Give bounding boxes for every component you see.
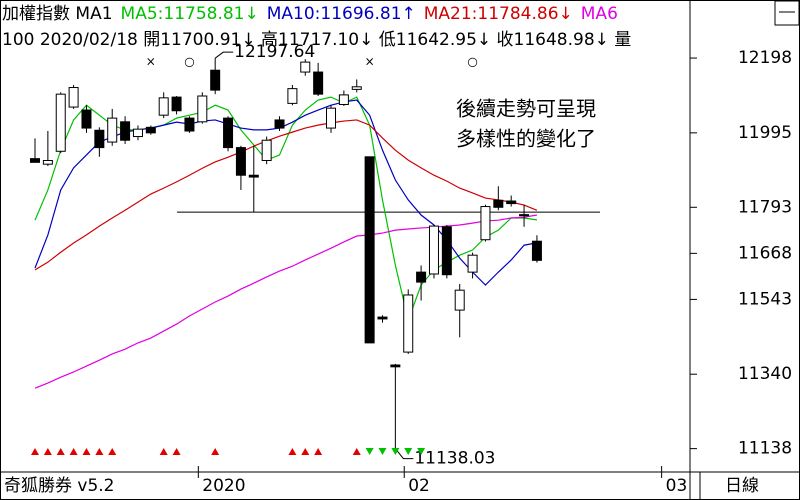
candle-body xyxy=(441,226,452,276)
ma-line xyxy=(34,96,538,323)
footer-left: 奇狐勝券 v5.2 xyxy=(4,476,115,496)
candle-body xyxy=(81,109,92,129)
top-mark: × xyxy=(365,55,375,69)
ma-line xyxy=(34,99,538,286)
candle-body xyxy=(416,271,427,283)
candle-body xyxy=(42,159,53,165)
candle-body xyxy=(210,69,221,91)
x-tick-label: 2020 xyxy=(202,476,245,496)
y-tick-label: 11340 xyxy=(738,364,792,384)
x-tick-label: 03 xyxy=(666,476,688,496)
candle-body xyxy=(493,199,504,208)
sell-signal xyxy=(365,448,374,455)
candle-body xyxy=(300,61,311,73)
header-item: MA21:11784.86↓ xyxy=(423,4,573,24)
footer-right: 日線 xyxy=(725,476,759,496)
buy-signal xyxy=(82,448,91,455)
top-mark: × xyxy=(146,55,156,69)
candle-body xyxy=(223,117,234,149)
top-mark: ○ xyxy=(184,55,194,69)
candle-body xyxy=(197,95,208,123)
candle-body xyxy=(531,240,542,261)
candle-body xyxy=(94,129,105,149)
buy-signal xyxy=(69,448,78,455)
note: 後續走勢可呈現 xyxy=(456,97,596,121)
sell-signal xyxy=(391,448,400,455)
buy-signal xyxy=(352,448,361,455)
buy-signal xyxy=(211,448,220,455)
header-item: MA6 xyxy=(580,4,618,24)
candle-body xyxy=(171,96,182,112)
y-tick-label: 11793 xyxy=(738,197,792,217)
y-tick-label: 11995 xyxy=(738,123,792,143)
candle-body xyxy=(158,97,169,116)
y-tick-label: 11668 xyxy=(738,243,792,263)
candle-body xyxy=(377,316,388,320)
header: 加權指數 MA1 MA5:11758.81↓ MA10:11696.81↑ MA21:… xyxy=(2,1,626,27)
candle-body xyxy=(287,88,298,104)
y-tick-label: 11138 xyxy=(738,439,792,459)
candle-body xyxy=(338,94,349,105)
y-tick-label: 11543 xyxy=(738,289,792,309)
candle-body xyxy=(68,87,79,108)
buy-signal xyxy=(314,448,323,455)
buy-signal xyxy=(301,448,310,455)
buy-signal xyxy=(108,448,117,455)
candle-body xyxy=(248,174,259,178)
annotation-label: 12197.64 xyxy=(234,42,315,62)
subheader: 100 2020/02/18 開11700.91↓ 高11717.10↓ 低11… xyxy=(2,30,632,50)
candle-body xyxy=(313,71,324,95)
annotation-label: 11138.03 xyxy=(414,449,495,469)
header-item: MA5:11758.81↓ xyxy=(120,4,259,24)
buy-signal xyxy=(159,448,168,455)
sell-signal xyxy=(417,448,426,455)
ma-line xyxy=(34,214,538,389)
sell-signal xyxy=(404,448,413,455)
candle-body xyxy=(428,225,439,275)
menu-button[interactable] xyxy=(774,0,800,26)
candle-body xyxy=(274,119,285,129)
candle-body xyxy=(145,126,156,134)
candle-body xyxy=(184,117,195,132)
candle-body xyxy=(519,214,530,217)
candle-body xyxy=(403,294,414,353)
annotation-leader xyxy=(394,448,414,460)
header-item: MA10:11696.81↑ xyxy=(266,4,416,24)
candle-body xyxy=(261,139,272,161)
candle-body xyxy=(30,158,40,163)
candle-body xyxy=(132,128,143,138)
sell-signal xyxy=(378,448,387,455)
ma-line xyxy=(34,119,538,271)
x-tick-label: 02 xyxy=(408,476,430,496)
candle-body xyxy=(364,156,375,344)
candle-body xyxy=(480,206,491,241)
candle-body xyxy=(235,147,246,176)
annotation-leader xyxy=(214,51,234,59)
candle-body xyxy=(390,364,401,368)
candle-body xyxy=(351,86,362,90)
candle-body xyxy=(55,93,66,152)
candle-body xyxy=(506,200,517,205)
candle-body xyxy=(467,254,478,273)
candle-body xyxy=(120,121,131,141)
buy-signal xyxy=(31,448,39,455)
buy-signal xyxy=(56,448,65,455)
note: 多樣性的變化了 xyxy=(456,127,596,151)
y-tick-label: 12198 xyxy=(738,48,792,68)
buy-signal xyxy=(95,448,104,455)
header-item: 加權指數 MA1 xyxy=(2,4,113,24)
buy-signal xyxy=(288,448,297,455)
buy-signal xyxy=(172,448,181,455)
top-mark: ○ xyxy=(467,55,477,69)
candle-body xyxy=(326,107,337,129)
candle-body xyxy=(107,117,118,143)
buy-signal xyxy=(43,448,52,455)
candle-body xyxy=(454,289,465,311)
